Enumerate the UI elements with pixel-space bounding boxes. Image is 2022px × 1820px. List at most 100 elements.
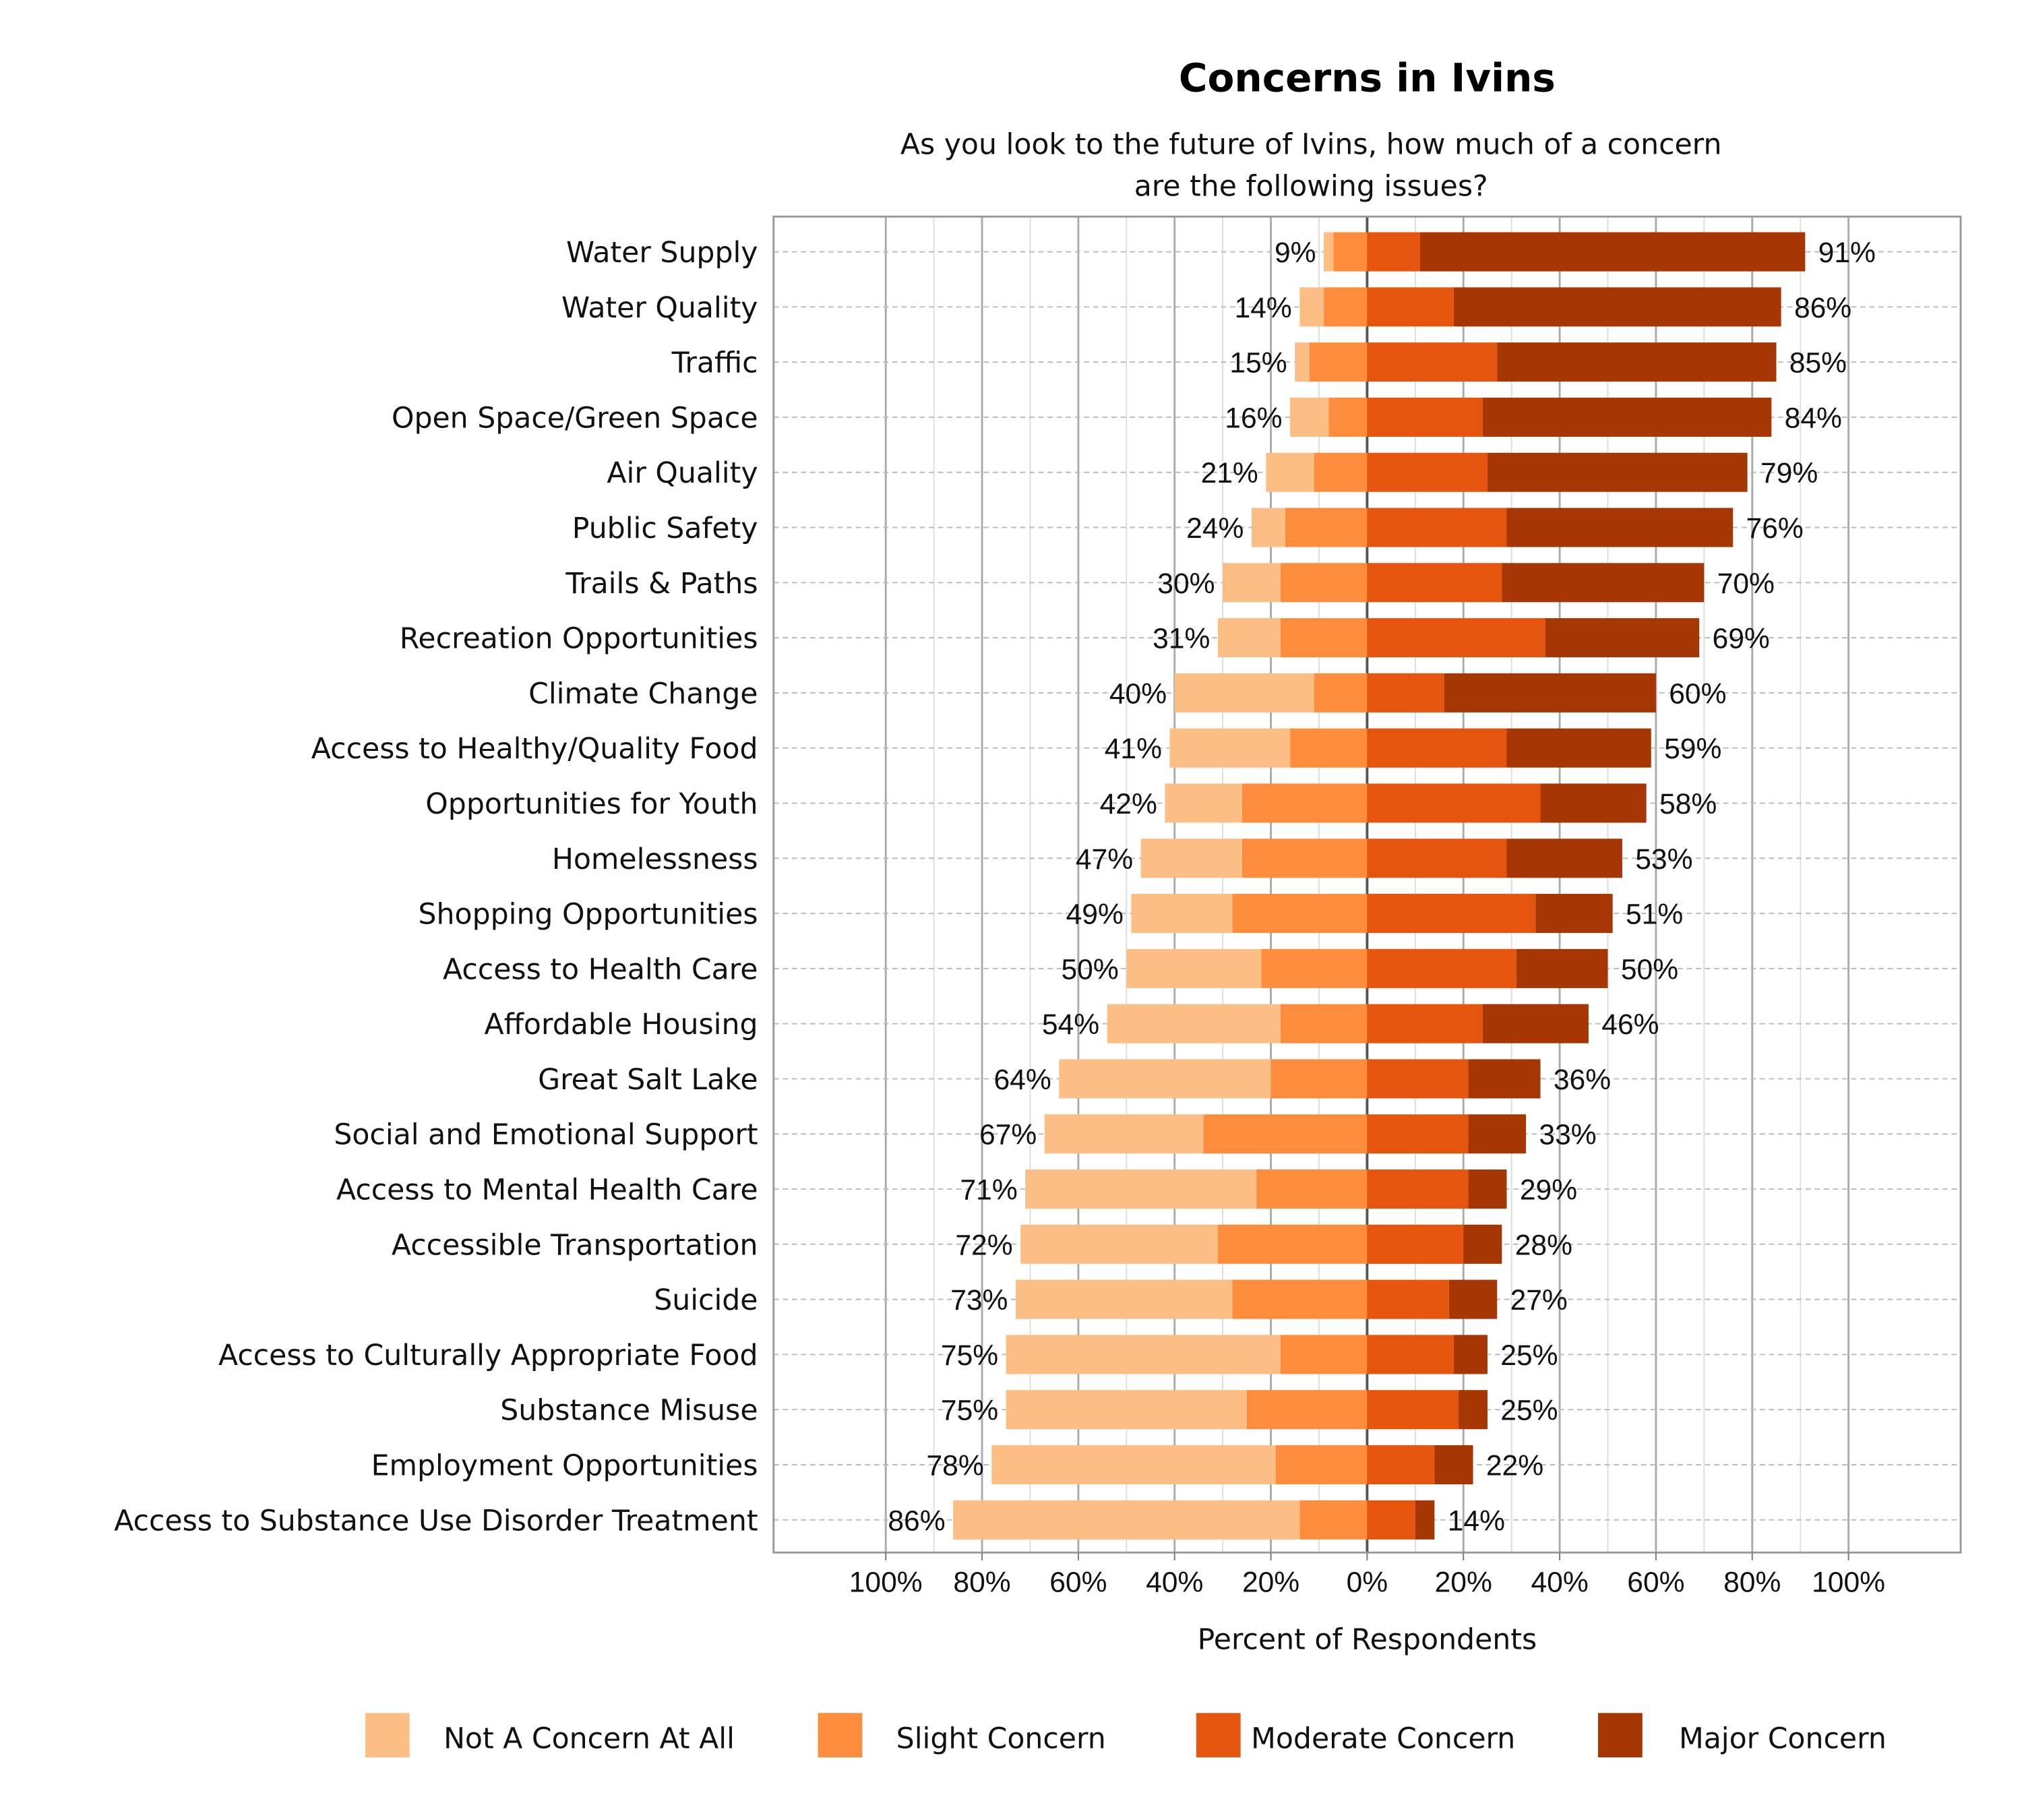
- left-total-label: 15%: [1229, 347, 1287, 380]
- category-label: Trails & Paths: [565, 567, 758, 601]
- category-label: Access to Mental Health Care: [336, 1174, 758, 1207]
- tick-label: 100%: [849, 1566, 923, 1598]
- bar-moderate-concern: [1367, 287, 1454, 327]
- right-total-label: 85%: [1789, 347, 1847, 380]
- right-total-label: 33%: [1539, 1119, 1596, 1151]
- bar-moderate-concern: [1367, 673, 1444, 712]
- bar-slight-concern: [1246, 1390, 1368, 1430]
- bar-slight-concern: [1242, 839, 1368, 878]
- bar-slight-concern: [1314, 452, 1368, 492]
- category-label: Homelessness: [552, 843, 758, 876]
- tick-label: 0%: [1347, 1566, 1388, 1598]
- legend-swatch: [818, 1713, 863, 1758]
- right-total-label: 70%: [1717, 568, 1775, 600]
- category-label: Access to Culturally Appropriate Food: [218, 1339, 758, 1372]
- bar-major-concern: [1540, 783, 1647, 823]
- bar-major-concern: [1419, 232, 1806, 272]
- bar-slight-concern: [1290, 728, 1368, 768]
- left-total-label: 47%: [1076, 843, 1133, 876]
- bar-moderate-concern: [1367, 1114, 1469, 1154]
- bar-major-concern: [1434, 1445, 1473, 1485]
- tick-label: 20%: [1242, 1566, 1299, 1598]
- bar-moderate-concern: [1367, 894, 1536, 934]
- right-total-label: 60%: [1669, 677, 1726, 710]
- bar-major-concern: [1453, 1335, 1488, 1374]
- left-total-label: 75%: [941, 1339, 998, 1372]
- bar-not-a-concern: [1131, 894, 1233, 934]
- bar-major-concern: [1516, 948, 1608, 988]
- bar-not-a-concern: [1016, 1279, 1233, 1319]
- category-label: Access to Healthy/Quality Food: [311, 732, 758, 766]
- legend-label: Slight Concern: [896, 1722, 1106, 1756]
- bar-slight-concern: [1217, 1224, 1368, 1264]
- category-label: Opportunities for Youth: [425, 787, 758, 821]
- x-axis-ticks: 100% 80% 60% 40% 20% 0% 20% 40% 60% 80% 100%: [849, 1552, 1885, 1598]
- left-total-label: 73%: [950, 1284, 1008, 1316]
- bar-slight-concern: [1314, 673, 1368, 712]
- bar-moderate-concern: [1367, 1279, 1449, 1319]
- category-label: Climate Change: [528, 677, 758, 710]
- bar-slight-concern: [1285, 508, 1368, 547]
- bar-not-a-concern: [953, 1500, 1300, 1540]
- tick-label: 20%: [1435, 1566, 1492, 1598]
- bar-major-concern: [1468, 1059, 1541, 1099]
- tick-label: 60%: [1049, 1566, 1107, 1598]
- left-total-label: 24%: [1186, 512, 1244, 545]
- bar-moderate-concern: [1367, 1004, 1483, 1043]
- bar-not-a-concern: [1217, 618, 1281, 658]
- category-label: Social and Emotional Support: [334, 1118, 758, 1152]
- legend: Not A Concern At All Slight Concern Modera…: [365, 1713, 1887, 1758]
- left-total-label: 75%: [941, 1395, 998, 1427]
- right-total-label: 36%: [1554, 1064, 1611, 1096]
- tick-label: 80%: [953, 1566, 1010, 1598]
- bar-not-a-concern: [1290, 397, 1329, 437]
- legend-label: Moderate Concern: [1251, 1722, 1515, 1756]
- left-total-label: 41%: [1105, 733, 1162, 765]
- bar-moderate-concern: [1367, 618, 1545, 658]
- bar-slight-concern: [1275, 1445, 1368, 1485]
- category-label: Traffic: [671, 346, 758, 380]
- category-label: Access to Health Care: [443, 952, 758, 986]
- bar-slight-concern: [1324, 287, 1368, 327]
- category-label: Water Supply: [566, 236, 758, 270]
- bar-moderate-concern: [1367, 397, 1483, 437]
- bar-major-concern: [1444, 673, 1656, 712]
- category-label: Recreation Opportunities: [400, 622, 758, 656]
- bar-major-concern: [1497, 342, 1777, 382]
- right-total-label: 91%: [1818, 237, 1876, 269]
- bar-not-a-concern: [1059, 1059, 1271, 1099]
- bar-slight-concern: [1299, 1500, 1368, 1540]
- left-total-label: 42%: [1100, 788, 1157, 820]
- bar-major-concern: [1468, 1114, 1527, 1154]
- bar-moderate-concern: [1367, 728, 1507, 768]
- bar-major-concern: [1482, 1004, 1589, 1043]
- right-total-label: 14%: [1448, 1505, 1505, 1537]
- bar-slight-concern: [1280, 1335, 1368, 1374]
- bar-major-concern: [1468, 1170, 1507, 1209]
- right-total-label: 50%: [1621, 953, 1678, 985]
- bar-moderate-concern: [1367, 508, 1507, 547]
- labels: Water Supply 9% 91% Water Quality 14% 86% Traf…: [114, 236, 1876, 1538]
- bar-not-a-concern: [1025, 1170, 1257, 1209]
- bar-moderate-concern: [1367, 452, 1488, 492]
- bar-moderate-concern: [1367, 1059, 1469, 1099]
- bar-slight-concern: [1256, 1170, 1368, 1209]
- right-total-label: 51%: [1626, 899, 1683, 931]
- right-total-label: 59%: [1664, 733, 1721, 765]
- bar-slight-concern: [1280, 618, 1368, 658]
- legend-swatch: [365, 1713, 410, 1758]
- right-total-label: 69%: [1713, 623, 1770, 655]
- bar-moderate-concern: [1367, 839, 1507, 878]
- bar-not-a-concern: [1140, 839, 1242, 878]
- bar-moderate-concern: [1367, 1224, 1464, 1264]
- bar-slight-concern: [1203, 1114, 1368, 1154]
- bar-slight-concern: [1270, 1059, 1368, 1099]
- bar-moderate-concern: [1367, 1390, 1459, 1430]
- bar-slight-concern: [1232, 894, 1368, 934]
- bar-major-concern: [1545, 618, 1700, 658]
- bar-not-a-concern: [1251, 508, 1285, 547]
- right-total-label: 53%: [1635, 843, 1692, 876]
- left-total-label: 50%: [1061, 953, 1118, 985]
- right-total-label: 25%: [1500, 1339, 1558, 1372]
